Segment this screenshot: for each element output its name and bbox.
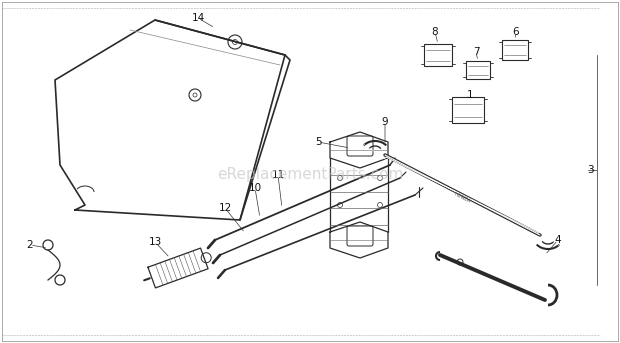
Text: 9: 9 <box>382 117 388 127</box>
Text: 8: 8 <box>432 27 438 37</box>
Text: 6: 6 <box>513 27 520 37</box>
Text: 11: 11 <box>272 170 285 180</box>
Text: 2: 2 <box>27 240 33 250</box>
Text: 1: 1 <box>467 90 473 100</box>
Text: 12: 12 <box>218 203 232 213</box>
Text: 5: 5 <box>315 137 321 147</box>
Text: 4: 4 <box>555 235 561 245</box>
Text: 7: 7 <box>472 47 479 57</box>
Text: 13: 13 <box>148 237 162 247</box>
Text: HONDA: HONDA <box>453 192 471 204</box>
Text: eReplacementParts.com: eReplacementParts.com <box>217 167 403 182</box>
Text: 14: 14 <box>192 13 205 23</box>
Text: 10: 10 <box>249 183 262 193</box>
Text: 3: 3 <box>587 165 593 175</box>
